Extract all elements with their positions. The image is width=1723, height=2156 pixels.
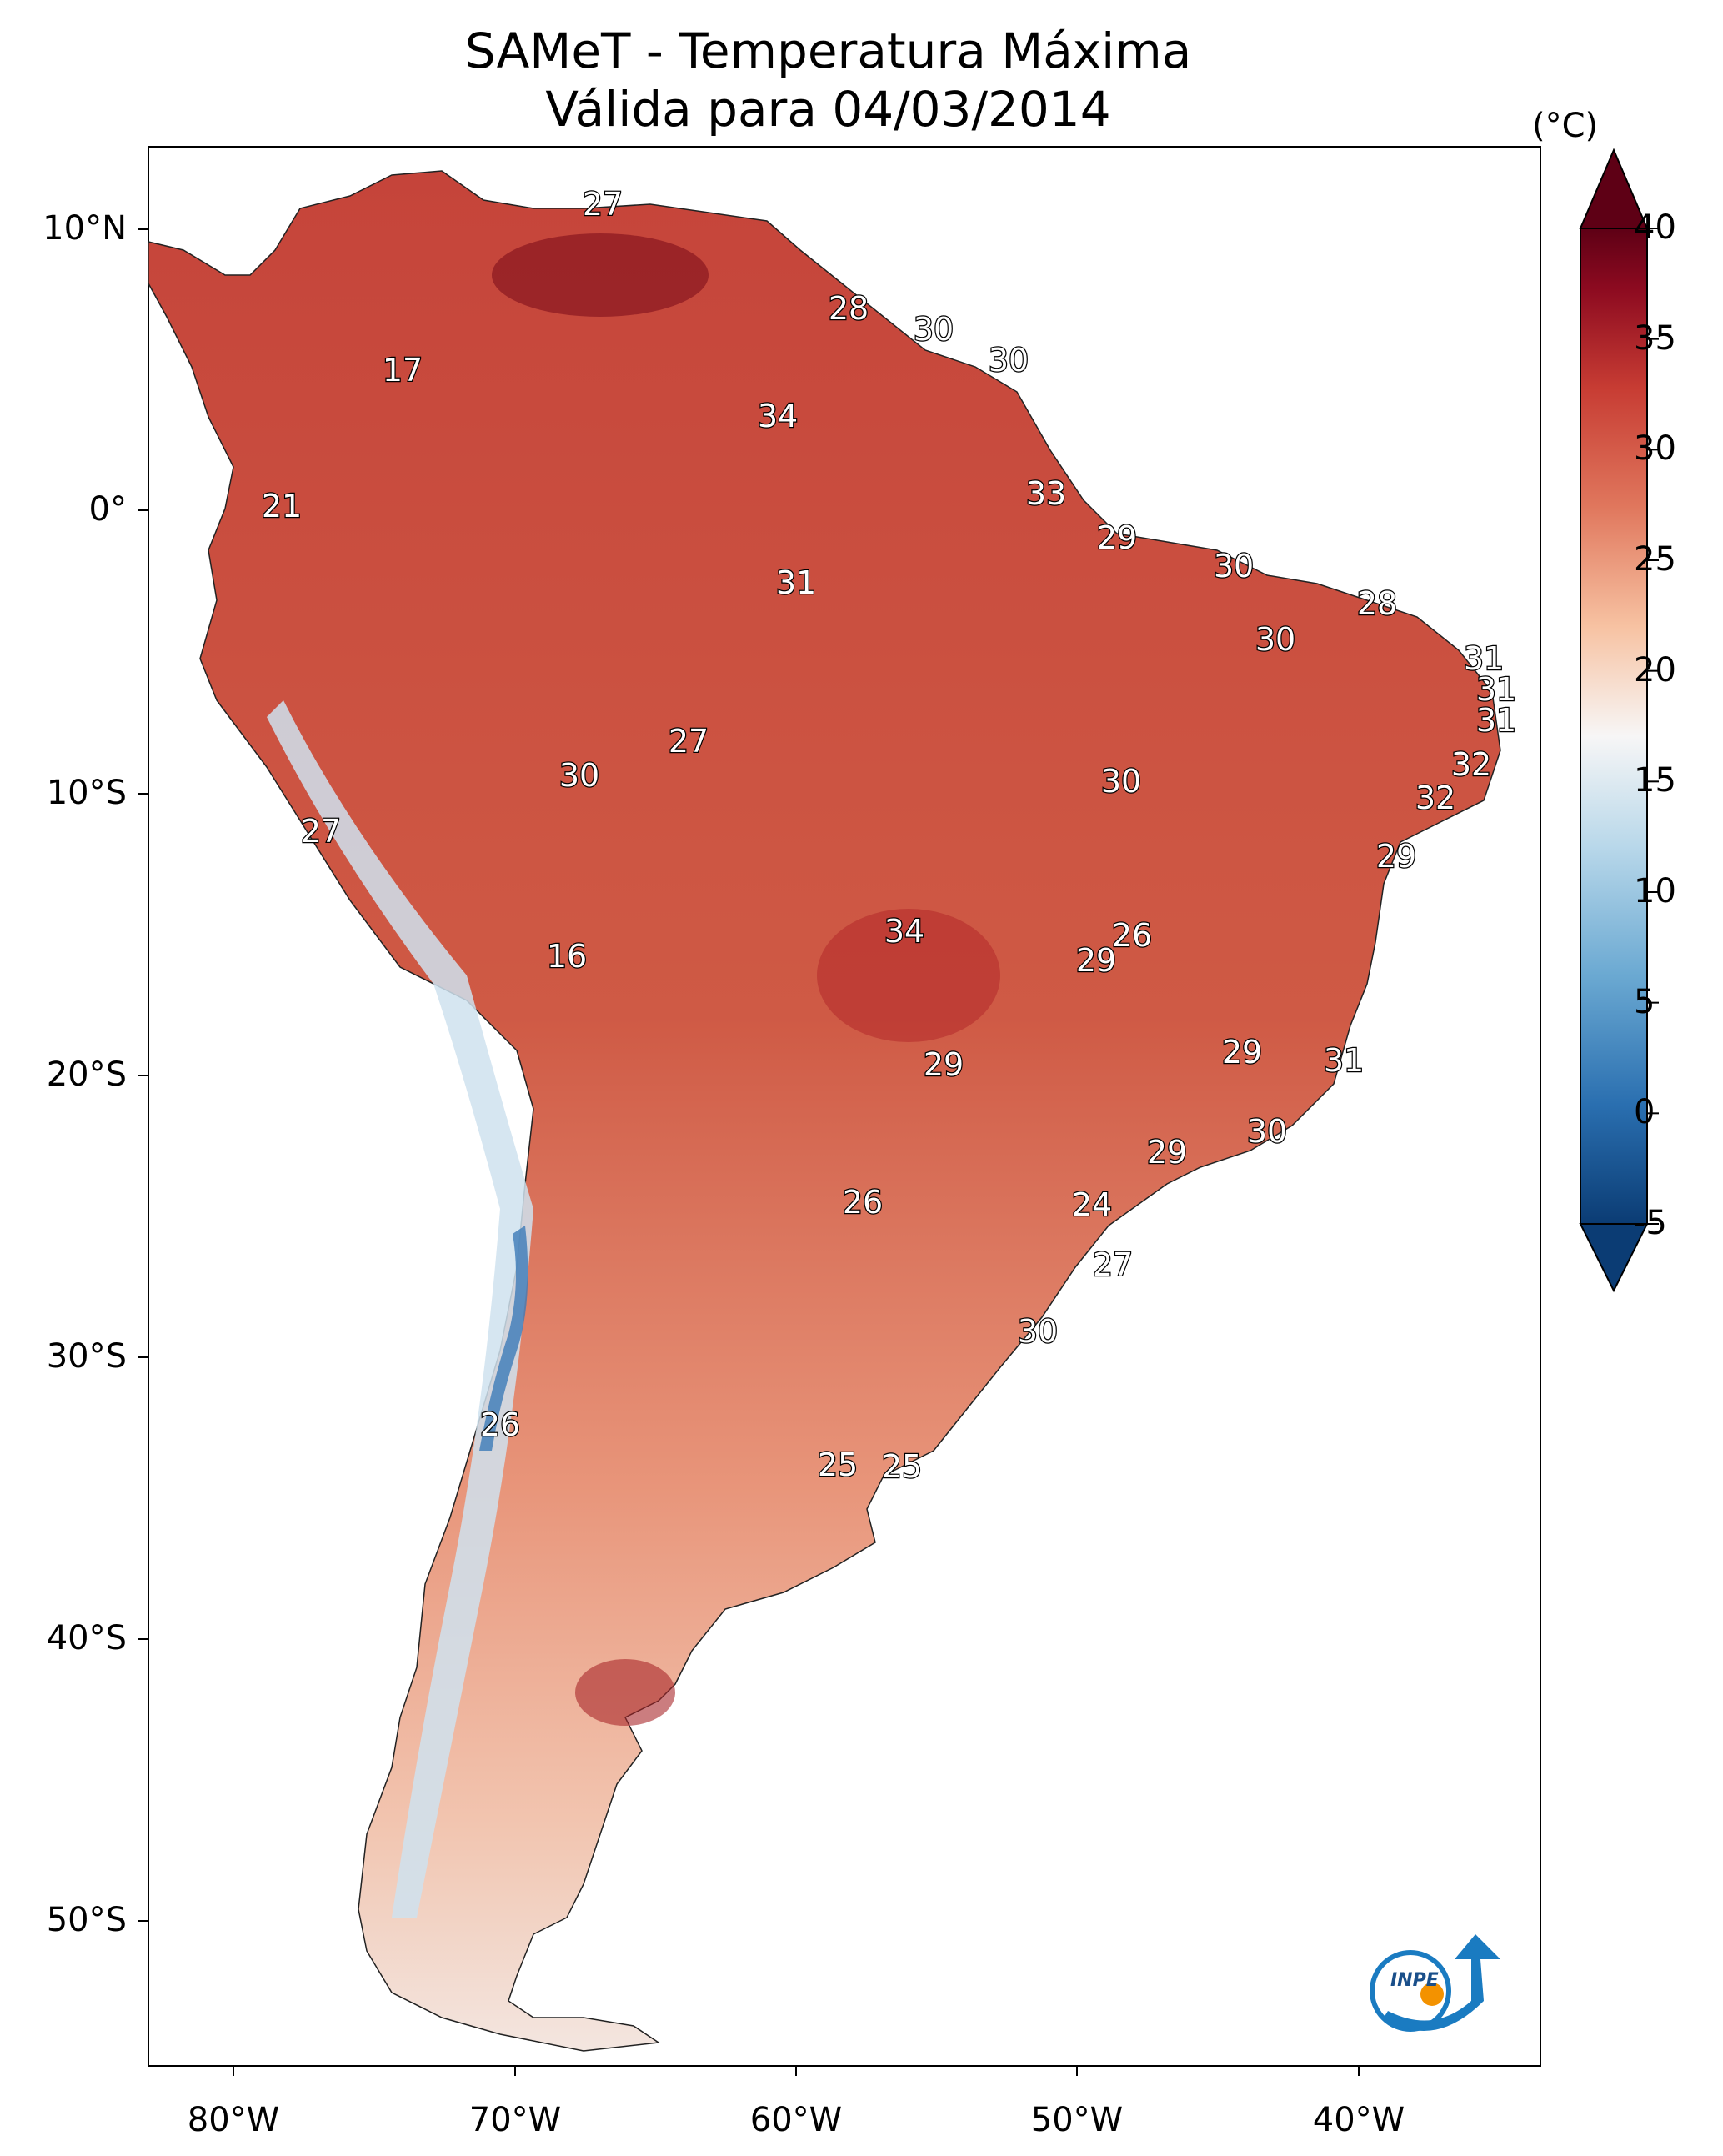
contour-label: 25 [818,1447,858,1483]
colorbar-tick-label: 0 [1634,1093,1655,1132]
contour-label: 27 [669,723,709,760]
contour-label: 32 [1415,780,1455,816]
contour-label: 29 [1376,838,1416,875]
colorbar-tick-label: 5 [1634,982,1655,1021]
colorbar [1580,228,1648,1225]
lat-label: 30°S [46,1337,127,1376]
colorbar-tick-label: -5 [1634,1204,1667,1242]
contour-label: 30 [1255,621,1295,658]
contour-label: 29 [1097,519,1137,556]
lat-label: 0° [88,490,127,529]
lon-label: 40°W [1312,2101,1405,2139]
contour-label: 30 [989,342,1029,379]
contour-label: 21 [262,488,302,524]
contour-label: 30 [1018,1313,1058,1350]
contour-label: 29 [1147,1134,1187,1171]
lat-label: 10°N [43,209,127,248]
colorbar-unit-label: (°C) [1532,107,1599,145]
contour-label: 30 [1101,763,1141,800]
contour-label: 26 [1112,917,1152,954]
contour-label: 31 [1464,640,1504,677]
south-america-land [148,170,1501,2052]
lon-label: 70°W [468,2101,562,2139]
colorbar-tick-label: 20 [1634,650,1676,689]
inpe-logo-dot [1420,1983,1444,2006]
contour-label: 27 [583,186,623,223]
inpe-logo-arrow [1384,1934,1500,2031]
contour-label: 31 [776,564,816,601]
andes-cold-core [479,1226,528,1451]
colorbar-tick-label: 15 [1634,761,1676,800]
contour-label: 31 [1476,671,1516,708]
contour-label: 30 [1214,548,1254,584]
colorbar-ticks [1647,228,1659,1225]
contour-label: 31 [1476,702,1516,739]
contour-label: 25 [882,1448,922,1485]
lon-label: 80°W [187,2101,280,2139]
contour-label: 30 [914,311,954,348]
contour-label: 29 [924,1046,964,1083]
contour-label: 33 [1026,475,1066,512]
lat-label: 40°S [46,1619,127,1657]
axis-ticks [138,228,1360,2076]
contour-label: 16 [547,938,587,975]
colorbar-tick-label: 25 [1634,540,1676,579]
map-title-line1: SAMeT - Temperatura Máxima [464,23,1192,79]
contour-label: 17 [383,352,423,389]
contour-label: 34 [884,913,924,950]
colorbar-tick-label: 35 [1634,318,1676,358]
contour-label: 27 [301,813,341,850]
contour-label: 24 [1072,1186,1112,1223]
contour-label: 28 [829,290,869,327]
contour-label: 29 [1222,1034,1262,1070]
lat-label: 50°S [46,1901,127,1939]
contour-label: 31 [1324,1042,1364,1079]
lon-label: 60°W [749,2101,843,2139]
contour-label: 29 [1076,942,1116,979]
contour-label: 26 [843,1184,883,1221]
contour-label: 26 [480,1406,520,1443]
contour-label: 30 [559,757,599,794]
colorbar-tick-label: 40 [1634,208,1676,247]
andes-cool-band [267,700,533,1918]
inpe-logo-text: INPE [1390,1970,1439,1991]
hot-region-mato-grosso [817,909,1000,1042]
contour-label: 34 [758,398,798,434]
colorbar-tick-label: 10 [1634,872,1676,910]
contour-label: 27 [1093,1246,1133,1283]
lat-label: 10°S [46,774,127,812]
lat-label: 20°S [46,1055,127,1094]
colorbar-tick-label: 30 [1634,429,1676,469]
contour-label: 32 [1451,746,1491,783]
hot-region-patagonia [575,1659,675,1726]
map-title-line2: Válida para 04/03/2014 [545,81,1111,138]
contour-label: 28 [1357,585,1397,622]
lon-label: 50°W [1030,2101,1124,2139]
contour-label: 30 [1247,1113,1287,1150]
hot-region-venezuela [492,233,709,317]
